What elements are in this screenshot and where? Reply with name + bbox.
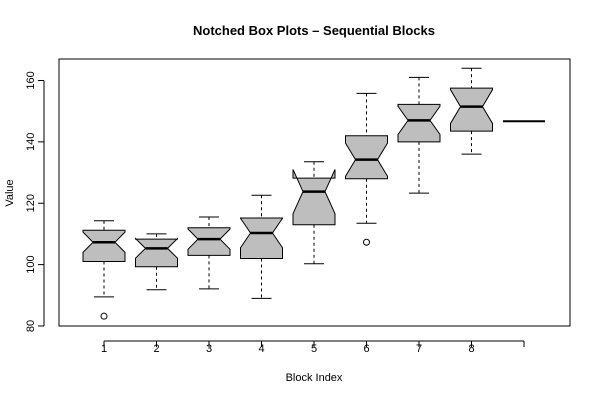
notched-box	[82, 229, 126, 263]
notched-box	[292, 169, 336, 226]
y-tick-label: 140	[25, 133, 37, 151]
box-6	[345, 92, 388, 246]
box-1	[82, 220, 126, 320]
y-tick-label: 160	[25, 71, 37, 89]
plot-frame	[58, 58, 571, 327]
box-series	[82, 67, 545, 320]
x-axis: 1 2 3 4 5 6 7 8	[101, 340, 525, 355]
x-tick-label: 6	[363, 343, 369, 355]
outlier-point	[100, 312, 108, 320]
notched-box	[345, 135, 388, 180]
y-axis-label: Value	[4, 179, 16, 206]
x-tick-label: 4	[258, 343, 264, 355]
notched-box	[135, 237, 178, 268]
x-tick-label: 3	[206, 343, 212, 355]
x-tick-label: 2	[153, 343, 159, 355]
y-tick-label: 120	[25, 194, 37, 212]
x-tick-label: 8	[468, 343, 474, 355]
x-tick-label: 7	[416, 343, 422, 355]
x-tick-label: 1	[101, 343, 107, 355]
notched-box	[187, 227, 231, 256]
y-axis: 80 100 120 140 160	[25, 71, 45, 332]
y-tick-label: 80	[25, 320, 37, 332]
outlier-point	[363, 238, 370, 246]
box-4	[240, 194, 283, 299]
chart-title: Notched Box Plots – Sequential Blocks	[193, 23, 435, 38]
x-tick-label: 5	[311, 343, 317, 355]
notched-box	[450, 87, 493, 132]
y-tick-label: 100	[25, 255, 37, 273]
box-7	[397, 76, 441, 194]
box-8	[450, 67, 493, 155]
x-axis-label: Block Index	[286, 372, 343, 384]
box-5	[292, 161, 336, 265]
box-2	[135, 233, 178, 291]
notched-box	[240, 217, 283, 259]
box-3	[187, 216, 231, 290]
notched-box	[397, 103, 441, 143]
